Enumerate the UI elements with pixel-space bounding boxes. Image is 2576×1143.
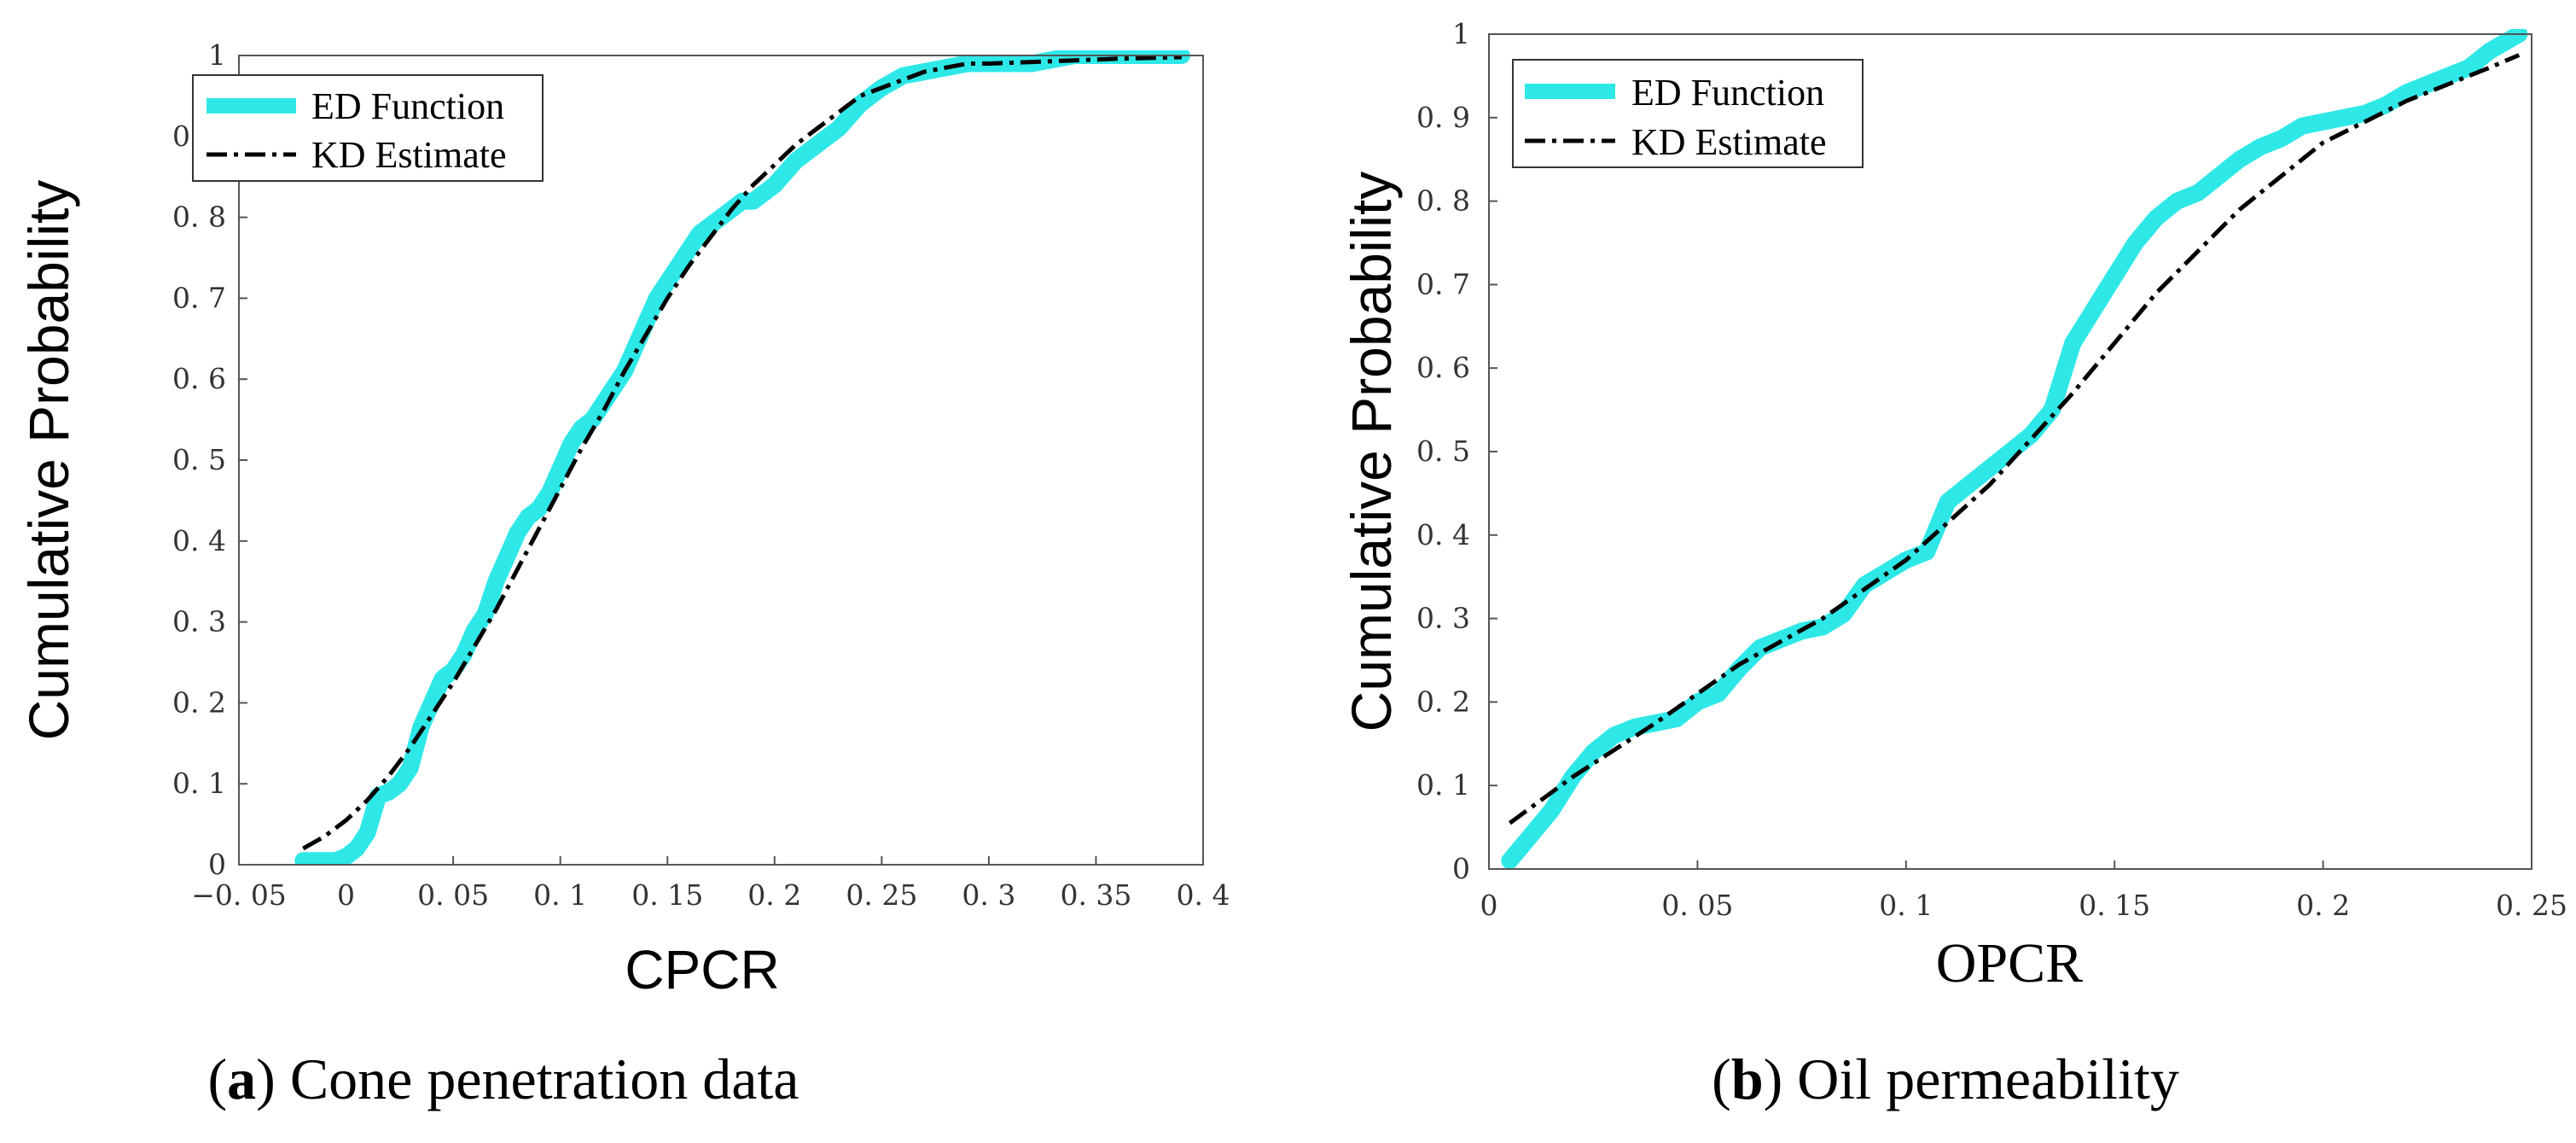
- b-y-axis-label: Cumulative Probability: [1340, 172, 1403, 732]
- a-legend: ED Function KD Estimate: [192, 74, 544, 182]
- a-x-tick-label: 0: [337, 878, 355, 912]
- a-x-tick-label: −0. 05: [191, 878, 287, 912]
- a-x-tick-label: 0. 05: [417, 878, 489, 912]
- b-x-tick-label: 0. 25: [2496, 889, 2567, 922]
- a-legend-box: [192, 74, 544, 182]
- b-y-tick-label: 0. 2: [1416, 685, 1470, 718]
- a-x-axis-label: CPCR: [625, 939, 779, 1000]
- b-tick-labels: 0 0. 1 0. 2 0. 3 0. 4 0. 5 0. 6 0. 7 0. 8 0. 9 1 0 0…: [1416, 17, 2567, 922]
- a-x-tick-label: 0. 25: [846, 878, 917, 912]
- b-legend-box: [1512, 59, 1864, 168]
- b-caption: (b) Oil permeability: [1712, 1047, 2179, 1111]
- b-y-tick-label: 0. 5: [1416, 434, 1470, 468]
- b-caption-letter: b: [1731, 1047, 1764, 1111]
- b-x-tick-label: 0. 05: [1661, 889, 1733, 922]
- b-series-ed-function-line: [1501, 29, 2528, 869]
- b-series-kd-estimate-line: [1508, 53, 2521, 825]
- a-y-tick-label: 0. 8: [172, 201, 226, 234]
- a-x-tick-label: 0. 35: [1060, 878, 1131, 912]
- b-y-tick-label: 0: [1452, 852, 1470, 885]
- b-x-tick-label: 0. 2: [2296, 889, 2350, 922]
- a-y-tick-label: 0. 7: [172, 281, 226, 314]
- a-y-tick-label: 0. 5: [172, 443, 226, 476]
- a-legend-ed-label: ED Function: [311, 85, 504, 127]
- a-caption-letter: a: [227, 1047, 256, 1111]
- b-legend-kd-label: KD Estimate: [1631, 121, 1827, 163]
- a-x-tick-label: 0. 2: [747, 878, 801, 912]
- a-x-tick-label: 0. 4: [1177, 878, 1230, 912]
- b-caption-text: Oil permeability: [1797, 1047, 2179, 1111]
- panel-a: 00. 10. 20. 30. 40. 50. 60. 70. 80. 91−0…: [17, 38, 1230, 1111]
- a-y-tick-label: 0. 2: [172, 685, 226, 719]
- a-caption: (a) Cone penetration data: [208, 1047, 800, 1111]
- b-legend: ED Function KD Estimate: [1512, 59, 1864, 168]
- b-x-tick-label: 0. 1: [1879, 889, 1933, 922]
- a-x-tick-label: 0. 15: [631, 878, 703, 912]
- a-y-tick-label: 0. 3: [172, 605, 226, 639]
- b-axes-box: [1488, 33, 2532, 870]
- b-x-axis-label: OPCR: [1936, 932, 2083, 994]
- a-series-kd-estimate-line: [302, 55, 1182, 851]
- a-caption-text: Cone penetration data: [290, 1047, 800, 1111]
- a-y-tick-label: 0. 6: [172, 362, 226, 395]
- b-y-tick-label: 0. 4: [1416, 518, 1470, 551]
- b-y-tick-label: 0. 3: [1416, 602, 1470, 635]
- a-y-axis-label: Cumulative Probability: [17, 180, 80, 741]
- a-plot-area: [238, 50, 1204, 866]
- b-y-tick-label: 0. 9: [1416, 101, 1470, 134]
- b-y-tick-label: 0. 7: [1416, 267, 1470, 300]
- a-legend-kd-label: KD Estimate: [311, 134, 507, 176]
- a-axes-box: [238, 55, 1204, 866]
- a-x-tick-label: 0. 1: [533, 878, 587, 912]
- panel-b: 0 0. 1 0. 2 0. 3 0. 4 0. 5 0. 6 0. 7 0. 8 0. 9 1 0 0…: [1340, 17, 2567, 1111]
- a-y-tick-label: 0. 1: [172, 767, 226, 800]
- a-y-tick-label: 1: [208, 38, 226, 72]
- a-tick-labels: 00. 10. 20. 30. 40. 50. 60. 70. 80. 91−0…: [172, 38, 1230, 912]
- b-y-tick-label: 0. 1: [1416, 768, 1470, 802]
- a-y-tick-label: 0. 4: [172, 524, 226, 557]
- b-y-tick-label: 1: [1452, 17, 1470, 50]
- b-y-tick-label: 0. 8: [1416, 184, 1470, 218]
- b-x-tick-label: 0. 15: [2079, 889, 2150, 922]
- b-x-tick-label: 0: [1480, 889, 1498, 922]
- b-legend-ed-label: ED Function: [1631, 72, 1824, 114]
- a-y-tick-label: 0: [208, 848, 226, 881]
- a-x-tick-label: 0. 3: [962, 878, 1015, 912]
- b-y-tick-label: 0. 6: [1416, 351, 1470, 384]
